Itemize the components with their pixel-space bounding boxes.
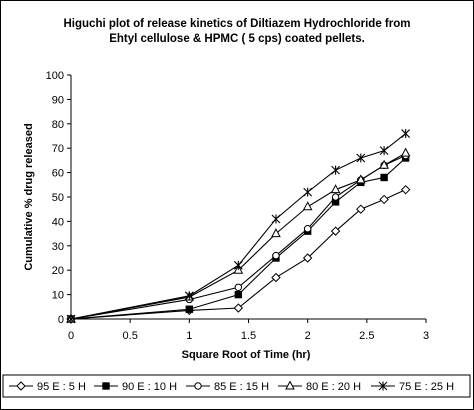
data-point-s4-3 bbox=[271, 214, 281, 224]
y-tick-label: 100 bbox=[46, 70, 64, 82]
legend-marker-4 bbox=[378, 381, 388, 391]
legend-marker-2 bbox=[194, 382, 202, 390]
legend-marker-1 bbox=[102, 382, 110, 390]
legend-entry-4: 75 E : 25 H bbox=[371, 381, 454, 393]
data-point-s4-7 bbox=[379, 146, 389, 156]
data-point-s2-5 bbox=[331, 193, 340, 201]
legend-marker-3 bbox=[285, 380, 295, 390]
y-tick-label: 30 bbox=[52, 241, 64, 253]
x-tick-label: 2 bbox=[305, 330, 311, 342]
data-point-s4-5 bbox=[331, 165, 340, 175]
y-tick-label: 80 bbox=[52, 119, 64, 131]
data-point-s3-7 bbox=[379, 159, 389, 169]
x-tick-label: 0 bbox=[68, 330, 74, 342]
x-tick-label: 2.5 bbox=[359, 330, 374, 342]
legend-label-3: 80 E : 20 H bbox=[306, 381, 361, 393]
data-point-s4-6 bbox=[356, 153, 366, 163]
legend-label-4: 75 E : 25 H bbox=[399, 381, 454, 393]
legend-entry-0: 95 E : 5 H bbox=[9, 381, 86, 393]
x-tick-label: 3 bbox=[423, 330, 429, 342]
legend-label-2: 85 E : 15 H bbox=[214, 381, 269, 393]
series-line-0 bbox=[70, 189, 406, 320]
data-point-s3-4 bbox=[302, 201, 313, 211]
data-point-s3-3 bbox=[271, 228, 281, 238]
data-point-s2-3 bbox=[272, 251, 280, 260]
legend-label-1: 90 E : 10 H bbox=[122, 381, 177, 393]
y-tick-label: 0 bbox=[58, 314, 64, 326]
legend-entry-3: 80 E : 20 H bbox=[278, 380, 361, 393]
y-tick-label: 40 bbox=[52, 216, 64, 228]
plot-area: 0 10 20 30 40 50 60 70 80 90 100 0 0.5 1 1.5 2 2.5 3 bbox=[46, 70, 429, 342]
legend: 95 E : 5 H 90 E : 10 H 85 E : 15 H 80 E : 2… bbox=[9, 380, 454, 393]
data-point-s0-5 bbox=[330, 226, 341, 236]
data-point-s4-1 bbox=[184, 291, 194, 301]
y-axis-title: Cumulative % drug released bbox=[23, 123, 35, 270]
data-point-s0-2 bbox=[233, 303, 244, 313]
y-tick-label: 90 bbox=[52, 94, 64, 106]
data-point-s0-8 bbox=[400, 184, 411, 195]
y-tick-label: 20 bbox=[52, 265, 64, 277]
y-tick-label: 60 bbox=[52, 168, 64, 180]
data-point-s4-2 bbox=[233, 260, 243, 270]
legend-entry-1: 90 E : 10 H bbox=[94, 381, 177, 393]
x-axis-title: Square Root of Time (hr) bbox=[182, 349, 311, 361]
x-tick-label: 0.5 bbox=[123, 330, 138, 342]
data-point-s3-8 bbox=[400, 147, 411, 157]
data-point-s4-4 bbox=[303, 187, 313, 197]
data-point-s3-6 bbox=[355, 174, 366, 184]
legend-marker-0 bbox=[16, 381, 26, 391]
data-point-s0-4 bbox=[302, 253, 313, 263]
data-point-s4-8 bbox=[401, 129, 411, 139]
data-point-s1-7 bbox=[380, 173, 388, 182]
data-point-s4-0 bbox=[66, 314, 76, 324]
legend-label-0: 95 E : 5 H bbox=[37, 381, 86, 393]
chart-title-line-1: Higuchi plot of release kinetics of Dilt… bbox=[64, 18, 411, 30]
data-point-s0-7 bbox=[379, 194, 389, 205]
y-tick-label: 10 bbox=[52, 290, 64, 302]
y-tick-label: 70 bbox=[52, 143, 64, 155]
x-tick-label: 1 bbox=[186, 330, 192, 342]
chart-title-line-2: Ehtyl cellulose & HPMC ( 5 cps) coated p… bbox=[109, 33, 365, 45]
x-tick-label: 1.5 bbox=[241, 330, 256, 342]
y-tick-label: 50 bbox=[52, 192, 64, 204]
data-point-s2-4 bbox=[303, 225, 312, 233]
data-point-s2-2 bbox=[234, 283, 243, 291]
data-point-s0-6 bbox=[356, 204, 366, 214]
data-point-s1-2 bbox=[234, 290, 243, 299]
data-point-s0-3 bbox=[271, 272, 281, 283]
data-point-s1-1 bbox=[185, 305, 194, 313]
data-point-s3-5 bbox=[330, 184, 341, 194]
legend-entry-2: 85 E : 15 H bbox=[186, 381, 269, 393]
legend-box bbox=[2, 374, 471, 398]
